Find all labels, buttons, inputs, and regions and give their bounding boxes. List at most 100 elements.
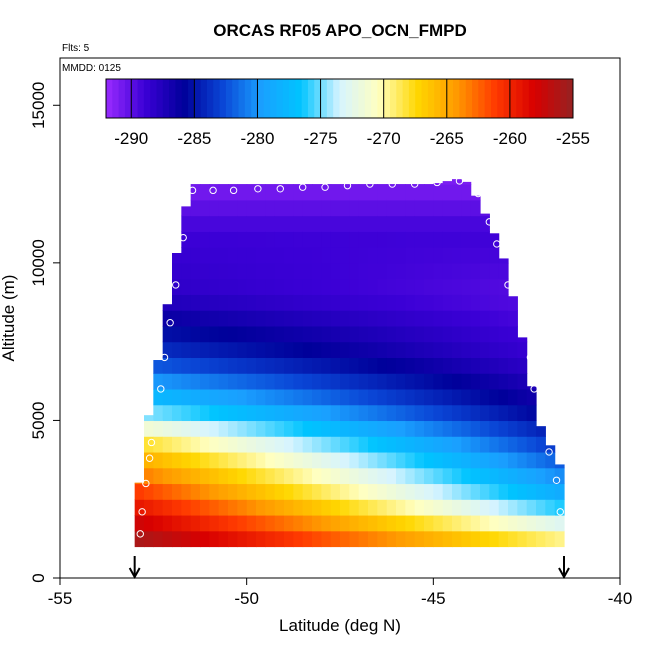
heatmap-cell: [209, 420, 220, 437]
heatmap-cell: [274, 310, 285, 327]
heatmap-cell: [265, 373, 276, 390]
heatmap-cell: [284, 215, 294, 232]
heatmap-cell: [442, 181, 453, 185]
heatmap-cell: [386, 294, 397, 311]
heatmap-cell: [190, 294, 201, 311]
heatmap-cell: [433, 199, 444, 217]
heatmap-cell: [424, 420, 434, 437]
heatmap-cell: [293, 357, 304, 374]
heatmap-cell: [209, 451, 220, 469]
heatmap-cell: [153, 360, 164, 374]
heatmap-cell: [377, 514, 388, 532]
heatmap-cell: [498, 467, 509, 485]
heatmap-cell: [228, 530, 238, 548]
heatmap-cell: [349, 514, 360, 532]
latitude-arrow-head: [128, 567, 141, 580]
heatmap-cell: [452, 388, 462, 406]
heatmap-cell: [162, 341, 173, 358]
heatmap-cell: [433, 404, 444, 422]
heatmap-cell: [293, 420, 304, 437]
heatmap-cell: [265, 404, 276, 422]
heatmap-cell: [312, 247, 322, 264]
heatmap-cell: [330, 404, 341, 422]
heatmap-cell: [396, 247, 406, 264]
flight-track-point: [321, 183, 329, 191]
heatmap-cell: [181, 294, 192, 311]
heatmap-cell: [508, 341, 518, 358]
heatmap-cell: [162, 499, 173, 516]
heatmap-cell: [293, 388, 304, 406]
heatmap-cell: [218, 483, 229, 500]
heatmap-cell: [470, 483, 481, 500]
heatmap-cell: [218, 467, 229, 485]
heatmap-cell: [256, 483, 266, 500]
heatmap-cell: [452, 199, 462, 217]
heatmap-cell: [153, 436, 164, 453]
heatmap-cell: [312, 530, 322, 548]
heatmap-cell: [433, 183, 444, 185]
heatmap-cell: [228, 420, 238, 437]
heatmap-cell: [284, 420, 294, 437]
heatmap-cell: [293, 310, 304, 327]
heatmap-cell: [405, 310, 416, 327]
heatmap-cell: [386, 514, 397, 532]
heatmap-cell: [480, 436, 490, 453]
colorbar-swatch: [358, 79, 366, 118]
colorbar-swatch: [314, 79, 322, 118]
heatmap-cell: [470, 388, 481, 406]
heatmap-cell: [162, 304, 173, 311]
heatmap-cell: [200, 357, 210, 374]
heatmap-cell: [349, 467, 360, 485]
heatmap-cell: [396, 278, 406, 295]
heatmap-cell: [330, 357, 341, 374]
heatmap-cell: [293, 247, 304, 264]
colorbar-swatch: [364, 79, 372, 118]
heatmap-cell: [358, 357, 369, 374]
colorbar-swatch: [270, 79, 277, 118]
heatmap-cell: [293, 373, 304, 390]
flight-track-point: [493, 240, 501, 248]
heatmap-cell: [386, 388, 397, 406]
heatmap-cell: [218, 404, 229, 422]
heatmap-cell: [209, 341, 220, 358]
heatmap-cell: [405, 404, 416, 422]
heatmap-cell: [368, 310, 378, 327]
heatmap-cell: [368, 451, 378, 469]
heatmap-cell: [396, 294, 406, 311]
plot-frame: [59, 57, 621, 579]
heatmap-cell: [452, 262, 462, 280]
colorbar-swatch: [112, 79, 120, 118]
heatmap-cell: [489, 325, 500, 343]
heatmap-cell: [368, 325, 378, 343]
heatmap-cell: [489, 388, 500, 406]
heatmap-cell: [424, 247, 434, 264]
heatmap-cell: [246, 294, 257, 311]
heatmap-cell: [340, 530, 350, 548]
heatmap-cell: [312, 357, 322, 374]
flight-track-point: [366, 180, 374, 188]
heatmap-cell: [144, 514, 154, 532]
heatmap-cell: [162, 357, 173, 374]
heatmap-cell: [321, 451, 332, 469]
heatmap-cell: [545, 530, 556, 548]
heatmap-cell: [265, 341, 276, 358]
heatmap-cell: [470, 420, 481, 437]
heatmap-cell: [526, 514, 537, 532]
heatmap-cell: [386, 262, 397, 280]
heatmap-cell: [377, 231, 388, 248]
heatmap-cell: [433, 436, 444, 453]
heatmap-cell: [396, 325, 406, 343]
heatmap-cell: [405, 215, 416, 232]
heatmap-cell: [218, 184, 229, 201]
heatmap-cell: [237, 215, 248, 232]
heatmap-cell: [461, 404, 472, 422]
heatmap-cell: [265, 530, 276, 548]
heatmap-cell: [480, 420, 490, 437]
heatmap-cell: [200, 231, 210, 248]
heatmap-cell: [330, 247, 341, 264]
heatmap-cell: [200, 388, 210, 406]
flight-track-point: [157, 385, 165, 393]
heatmap-cell: [424, 373, 434, 390]
heatmap-cell: [190, 231, 201, 248]
colorbar-swatch: [459, 79, 467, 118]
